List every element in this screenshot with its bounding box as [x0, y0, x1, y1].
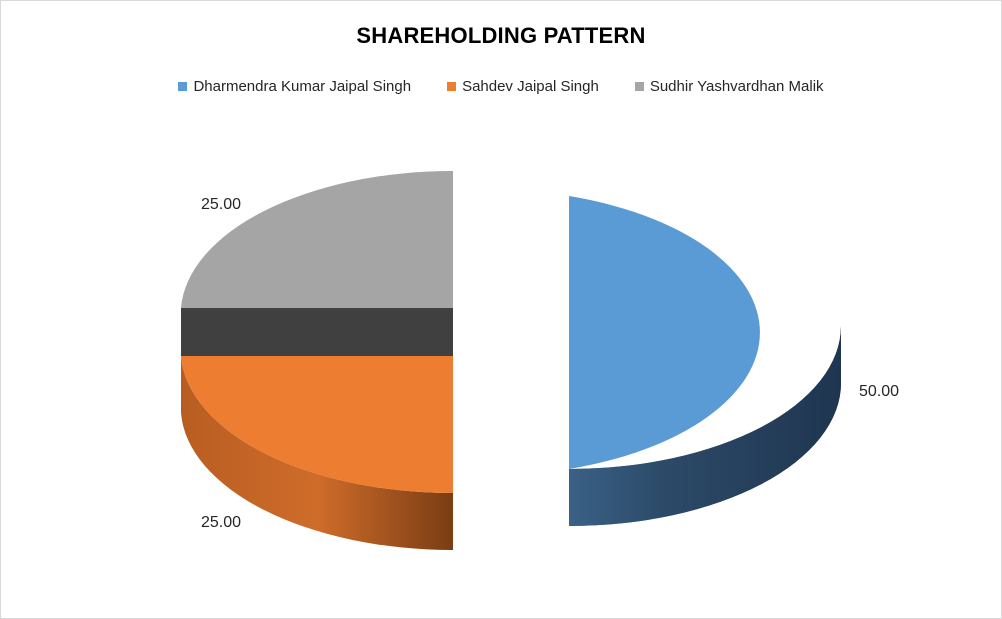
legend-label-dharmendra: Dharmendra Kumar Jaipal Singh — [193, 77, 412, 95]
chart-title: SHAREHOLDING PATTERN — [356, 23, 646, 48]
legend-swatch-sahdev — [447, 81, 457, 91]
legend-swatch-sudhir — [634, 81, 644, 91]
pie-slice-sudhir — [181, 170, 453, 308]
slice-cut-face — [181, 308, 453, 356]
data-label-dharmendra: 50.00 — [859, 383, 899, 400]
legend-swatch-dharmendra — [178, 81, 188, 91]
legend-label-sudhir: Sudhir Yashvardhan Malik — [649, 77, 824, 95]
data-label-sudhir: 25.00 — [201, 196, 241, 213]
legend: Dharmendra Kumar Jaipal Singh Sahdev Jai… — [1, 75, 1001, 97]
pie-slice-dharmendra — [569, 196, 760, 469]
data-label-sahdev: 25.00 — [201, 514, 241, 531]
legend-item-sudhir: Sudhir Yashvardhan Malik — [634, 75, 824, 97]
slice-side-sahdev — [181, 356, 453, 551]
legend-label-sahdev: Sahdev Jaipal Singh — [462, 77, 599, 95]
slice-side-dharmendra-inner — [569, 326, 841, 526]
legend-item-dharmendra: Dharmendra Kumar Jaipal Singh — [178, 75, 411, 97]
pie-slice-sahdev — [181, 356, 453, 494]
legend-item-sahdev: Sahdev Jaipal Singh — [447, 75, 599, 97]
